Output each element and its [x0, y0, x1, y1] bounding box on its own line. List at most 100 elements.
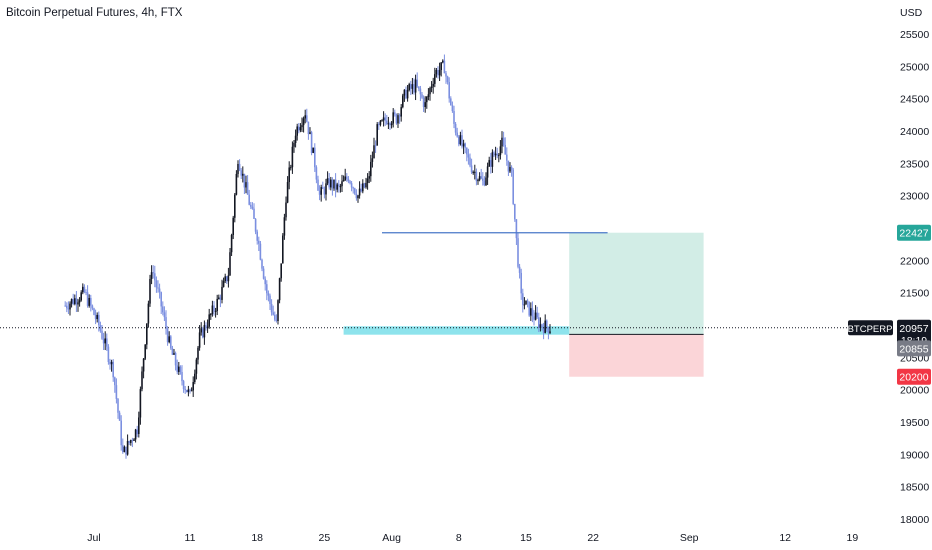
candle-body — [541, 324, 543, 328]
candle-body — [250, 204, 252, 207]
candle-body — [344, 176, 346, 181]
candle-body — [112, 361, 114, 378]
candle-body — [310, 132, 313, 153]
candle-body — [318, 190, 321, 195]
candle-body — [466, 147, 468, 155]
candle-body — [314, 147, 316, 168]
y-tick-label: 22000 — [900, 255, 929, 267]
x-ticks: Jul 11 18 25 Aug 8 15 22 Sep 12 19 — [87, 532, 858, 544]
candle-body — [453, 111, 455, 124]
candle-body — [264, 278, 266, 285]
candle-body — [368, 176, 370, 179]
entry-tag-label: 20855 — [899, 343, 928, 355]
candle-body — [342, 180, 345, 182]
candle-body — [275, 319, 278, 322]
price-axis[interactable] — [890, 0, 932, 520]
candle-body — [269, 295, 271, 304]
candle-body — [246, 182, 249, 195]
candle-body — [117, 398, 119, 413]
candle-body — [528, 301, 530, 316]
candle-body — [390, 123, 393, 126]
candle-body — [512, 169, 514, 204]
candle-body — [357, 195, 359, 199]
candle-body — [363, 183, 366, 188]
candle-body — [78, 300, 81, 303]
candle-body — [325, 183, 327, 195]
candle-body — [381, 120, 383, 122]
candle-body — [229, 252, 231, 276]
stop-zone — [569, 334, 704, 377]
candle-body — [443, 60, 446, 74]
candle-body — [504, 144, 506, 155]
currency-label: USD — [900, 7, 923, 19]
candle-body — [477, 179, 479, 182]
candle-body — [218, 297, 220, 299]
candle-body — [347, 178, 350, 182]
candle-body — [488, 160, 490, 167]
candle-body — [216, 298, 218, 311]
candle-body — [387, 123, 390, 125]
candle-body — [336, 184, 338, 190]
candle-body — [261, 259, 263, 269]
candle-body — [288, 167, 290, 183]
candle-body — [536, 312, 538, 318]
candle-body — [232, 217, 234, 235]
chart-title: Bitcoin Perpetual Futures, 4h, FTX — [6, 7, 183, 19]
candle-body — [549, 331, 551, 333]
candle-body — [376, 124, 378, 146]
x-tick-label: 12 — [779, 532, 791, 544]
candle-body — [456, 132, 458, 137]
candle-body — [502, 137, 505, 145]
candle-body — [69, 303, 71, 310]
candle-body — [374, 145, 377, 147]
candle-body — [134, 429, 137, 440]
candle-body — [474, 171, 476, 173]
candles-layer — [64, 54, 551, 459]
candle-body — [542, 327, 545, 333]
candle-body — [301, 125, 303, 128]
candle-body — [258, 240, 260, 244]
candle-body — [253, 208, 255, 219]
candle-body — [341, 181, 343, 187]
candle-body — [418, 86, 420, 89]
y-tick-label: 23500 — [900, 158, 929, 170]
candle-body — [461, 135, 463, 147]
candle-body — [394, 112, 396, 115]
candle-body — [210, 314, 212, 316]
candle-body — [88, 297, 90, 306]
candle-body — [115, 385, 118, 399]
candle-body — [378, 124, 380, 126]
candle-body — [350, 183, 353, 188]
candle-body — [251, 206, 254, 209]
candle-body — [330, 179, 332, 188]
candle-body — [195, 359, 198, 374]
stop-tag: 20200 — [897, 368, 931, 385]
candle-body — [227, 275, 230, 282]
candle-body — [451, 105, 454, 112]
candle-body — [531, 308, 534, 317]
target-zone — [569, 232, 704, 335]
x-tick-label: 22 — [587, 532, 599, 544]
candle-body — [235, 173, 238, 195]
candle-body — [123, 446, 126, 453]
candle-body — [530, 308, 532, 316]
candle-body — [146, 323, 148, 345]
candle-body — [110, 361, 113, 365]
candle-body — [429, 88, 431, 95]
candle-body — [234, 194, 236, 218]
candle-body — [170, 336, 172, 349]
candle-body — [208, 314, 210, 327]
candle-body — [498, 155, 500, 157]
candle-body — [306, 115, 308, 122]
candle-body — [494, 153, 497, 156]
candle-body — [464, 143, 466, 148]
demand-zone — [343, 326, 574, 335]
candle-body — [149, 278, 151, 304]
candle-body — [389, 123, 391, 126]
candle-body — [157, 287, 159, 289]
candle-body — [298, 126, 300, 131]
candle-body — [205, 325, 207, 329]
candle-body — [432, 83, 434, 87]
candle-body — [139, 389, 142, 418]
